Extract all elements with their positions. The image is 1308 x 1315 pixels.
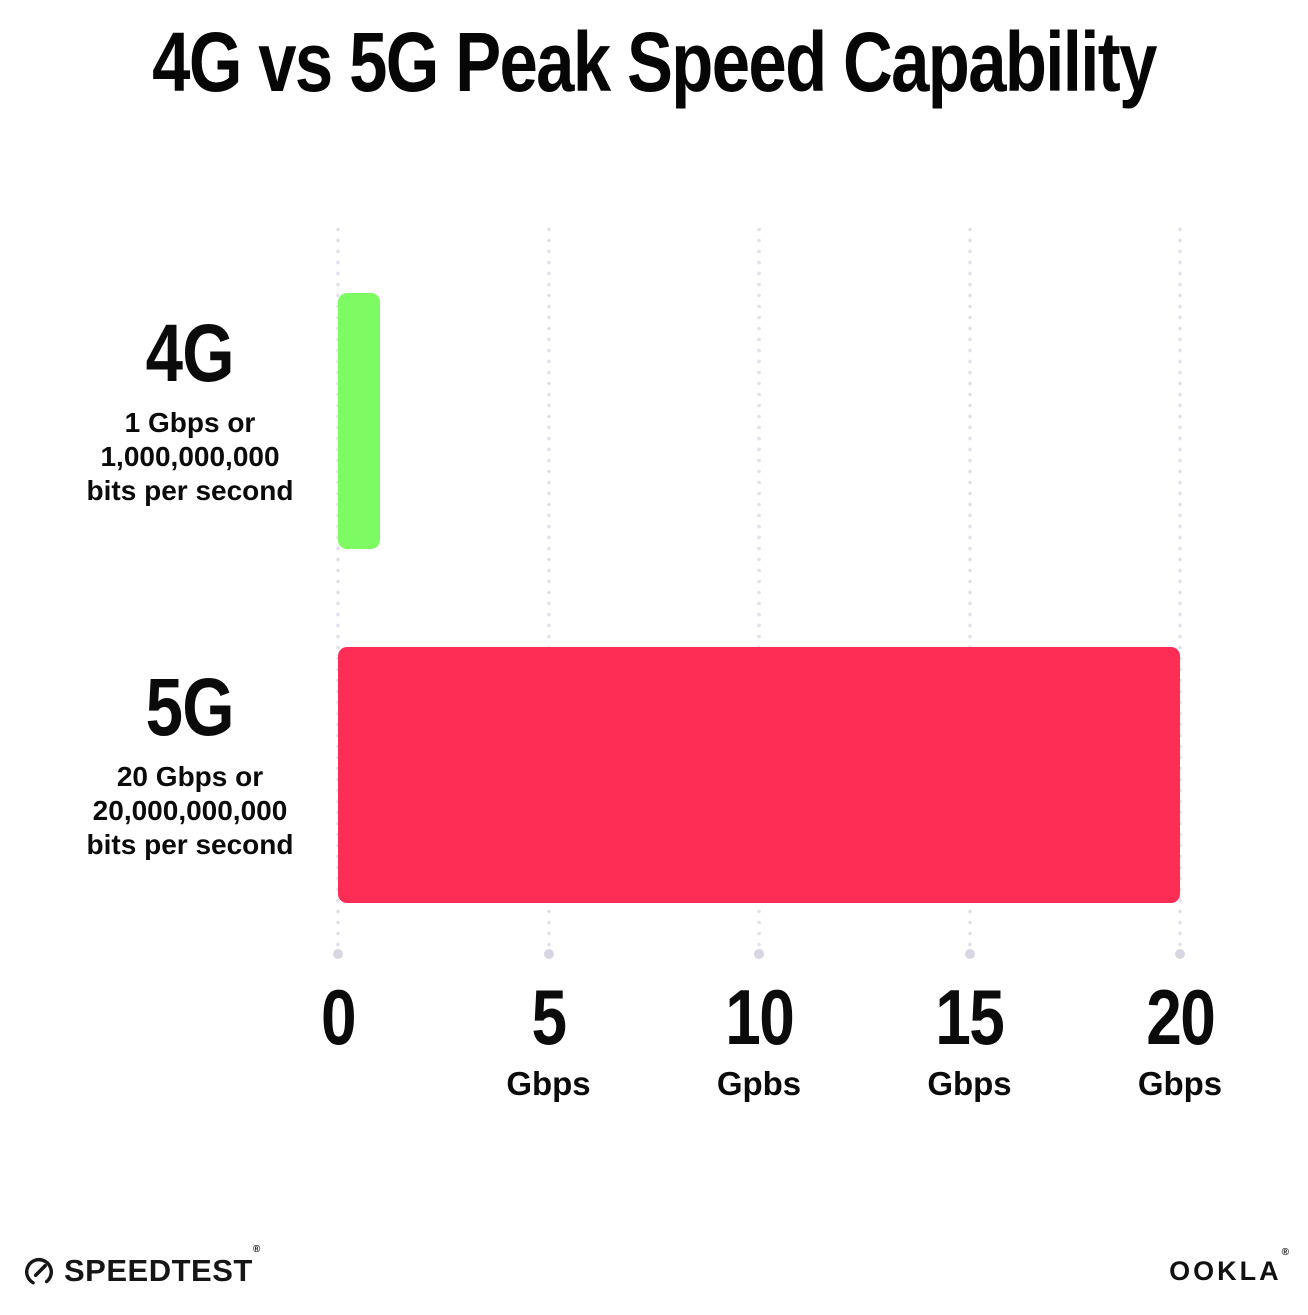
ookla-trademark: ® [1281,1246,1292,1258]
chart-title-text: 4G vs 5G Peak Speed Capability [152,15,1157,109]
x-tick-0-number: 0 [321,973,357,1061]
row-label-4g-title: 4G [145,308,235,399]
row-label-4g-subline-2: 1,000,000,000 [100,440,280,472]
x-tick-10-unit: Gpbs [716,1065,802,1102]
speedtest-gauge-icon [22,1254,56,1288]
row-label-5g-sublines: 20 Gbps or 20,000,000,000 bits per secon… [30,760,350,862]
x-tick-10-number: 10 [725,973,795,1061]
x-tick-15-number: 15 [935,973,1006,1061]
x-tick-5-unit: Gbps [506,1065,591,1102]
gridline-10 [757,224,761,948]
x-tick-10: 10 Gpbs [717,978,801,1102]
row-label-4g-sublines: 1 Gbps or 1,000,000,000 bits per second [30,406,350,508]
ookla-logo: OOKLA® [1169,1246,1292,1287]
row-label-5g-title: 5G [145,662,235,753]
bar-5g [338,647,1180,903]
row-label-4g-subline-1: 1 Gbps or [124,406,256,438]
x-tick-0: 0 [317,978,358,1066]
row-label-4g-subline-3: bits per second [86,474,294,506]
ookla-wordmark: OOKLA® [1169,1246,1292,1286]
x-tick-15: 15 Gbps [927,978,1011,1102]
chart-title: 4G vs 5G Peak Speed Capability [0,18,1308,106]
speedtest-trademark: ® [252,1244,261,1255]
x-tick-5-number: 5 [531,973,568,1061]
gridline-0 [336,224,340,948]
gridline-5 [546,224,551,948]
row-label-5g: 5G 20 Gbps or 20,000,000,000 bits per se… [30,666,350,862]
bar-4g [338,293,381,549]
gridline-20 [1178,224,1182,948]
speedtest-wordmark: SPEEDTEST® [64,1244,261,1288]
row-label-5g-subline-1: 20 Gbps or [116,760,264,792]
row-label-4g: 4G 1 Gbps or 1,000,000,000 bits per seco… [30,312,350,508]
row-label-5g-subline-3: bits per second [86,828,294,860]
gridline-15 [967,224,972,948]
x-tick-20: 20 Gbps [1138,978,1222,1102]
footer: SPEEDTEST® OOKLA® [22,1244,1292,1296]
row-label-5g-subline-2: 20,000,000,000 [92,794,288,826]
x-tick-20-number: 20 [1146,973,1216,1061]
x-tick-20-unit: Gbps [1137,1065,1223,1102]
speedtest-logo: SPEEDTEST® [22,1244,261,1289]
x-tick-5: 5 Gbps [506,978,590,1102]
x-tick-15-unit: Gbps [927,1065,1012,1102]
